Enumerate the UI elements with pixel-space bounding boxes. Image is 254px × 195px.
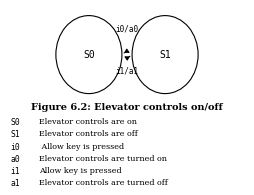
Ellipse shape: [56, 16, 122, 94]
Text: Elevator controls are off: Elevator controls are off: [39, 130, 138, 138]
Text: Elevator controls are turned off: Elevator controls are turned off: [39, 179, 168, 187]
Ellipse shape: [132, 16, 198, 94]
Text: Figure 6.2: Elevator controls on/off: Figure 6.2: Elevator controls on/off: [31, 103, 223, 112]
Text: S1: S1: [159, 50, 171, 60]
Text: S1: S1: [10, 130, 20, 139]
Text: i1/a1: i1/a1: [115, 66, 139, 75]
Text: Allow key is pressed: Allow key is pressed: [39, 167, 122, 175]
Text: i0: i0: [10, 143, 20, 152]
Text: a0: a0: [10, 155, 20, 164]
Text: a1: a1: [10, 179, 20, 188]
Text: Allow key is pressed: Allow key is pressed: [39, 143, 124, 151]
Text: S0: S0: [10, 118, 20, 127]
FancyArrowPatch shape: [124, 49, 129, 53]
Text: Elevator controls are on: Elevator controls are on: [39, 118, 137, 126]
Text: i1: i1: [10, 167, 20, 176]
Text: S0: S0: [83, 50, 95, 60]
Text: i0/a0: i0/a0: [115, 24, 139, 33]
FancyArrowPatch shape: [125, 56, 130, 60]
Text: Elevator controls are turned on: Elevator controls are turned on: [39, 155, 167, 163]
